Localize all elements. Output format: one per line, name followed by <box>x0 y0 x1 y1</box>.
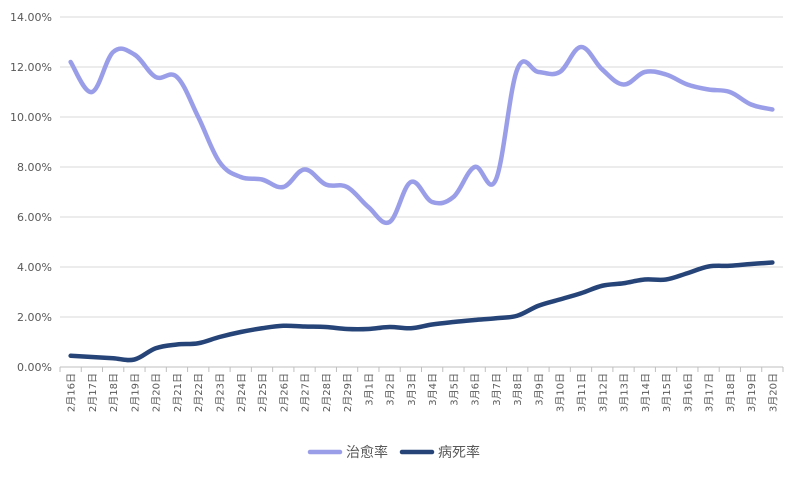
x-tick-label: 3月15日 <box>661 373 673 412</box>
x-tick-label: 2月19日 <box>129 373 141 412</box>
x-tick-label: 2月20日 <box>151 373 163 412</box>
x-tick-label: 3月10日 <box>555 373 567 412</box>
y-tick-label: 0.00% <box>17 361 52 374</box>
x-tick-label: 3月5日 <box>448 373 460 406</box>
x-tick-label: 3月14日 <box>640 373 652 412</box>
x-tick-label: 2月29日 <box>342 373 354 412</box>
series-line-1 <box>68 260 775 363</box>
x-tick-label: 3月19日 <box>746 373 758 412</box>
x-tick-label: 3月6日 <box>470 373 482 406</box>
y-tick-label: 10.00% <box>10 111 52 124</box>
y-tick-label: 4.00% <box>17 261 52 274</box>
x-tick-label: 2月26日 <box>278 373 290 412</box>
x-tick-label: 3月4日 <box>427 373 439 406</box>
y-tick-label: 8.00% <box>17 161 52 174</box>
x-tick-label: 3月1日 <box>363 373 375 406</box>
y-tick-label: 14.00% <box>10 11 52 24</box>
series-line-0 <box>68 44 775 226</box>
y-axis: 0.00% 2.00% 4.00% 6.00% 8.00% 10.00% 12.00% 14.… <box>10 11 52 374</box>
x-tick-label: 3月13日 <box>619 373 631 412</box>
x-tick-label: 3月2日 <box>385 373 397 406</box>
x-tick-label: 2月17日 <box>87 373 99 412</box>
legend: 治愈率 病死率 <box>307 444 480 461</box>
x-axis: 2月16日 2月17日 2月18日 2月19日 2月20日 2月21日 2月22日 2月23日… <box>59 367 784 412</box>
x-tick-label: 2月25日 <box>257 373 269 412</box>
x-tick-label: 3月3日 <box>406 373 418 406</box>
x-tick-label: 3月11日 <box>576 373 588 412</box>
y-tick-label: 12.00% <box>10 61 52 74</box>
x-tick-label: 3月17日 <box>704 373 716 412</box>
series <box>68 44 775 363</box>
legend-label: 治愈率 <box>346 444 388 461</box>
x-tick-label: 2月23日 <box>214 373 226 412</box>
grid <box>60 16 783 368</box>
x-tick-label: 2月22日 <box>193 373 205 412</box>
legend-label: 病死率 <box>438 444 480 461</box>
x-tick-label: 2月18日 <box>108 373 120 412</box>
x-tick-label: 3月20日 <box>767 373 779 412</box>
x-tick-label: 2月24日 <box>236 373 248 412</box>
x-tick-label: 3月7日 <box>491 373 503 406</box>
y-tick-label: 6.00% <box>17 211 52 224</box>
x-tick-label: 2月28日 <box>321 373 333 412</box>
y-tick-label: 2.00% <box>17 311 52 324</box>
x-tick-label: 2月27日 <box>300 373 312 412</box>
x-tick-label: 3月9日 <box>533 373 545 406</box>
x-tick-label: 3月12日 <box>597 373 609 412</box>
x-tick-label: 3月16日 <box>682 373 694 412</box>
x-tick-label: 3月18日 <box>725 373 737 412</box>
x-tick-label: 2月16日 <box>66 373 78 412</box>
x-tick-label: 2月21日 <box>172 373 184 412</box>
x-tick-label: 3月8日 <box>512 373 524 406</box>
